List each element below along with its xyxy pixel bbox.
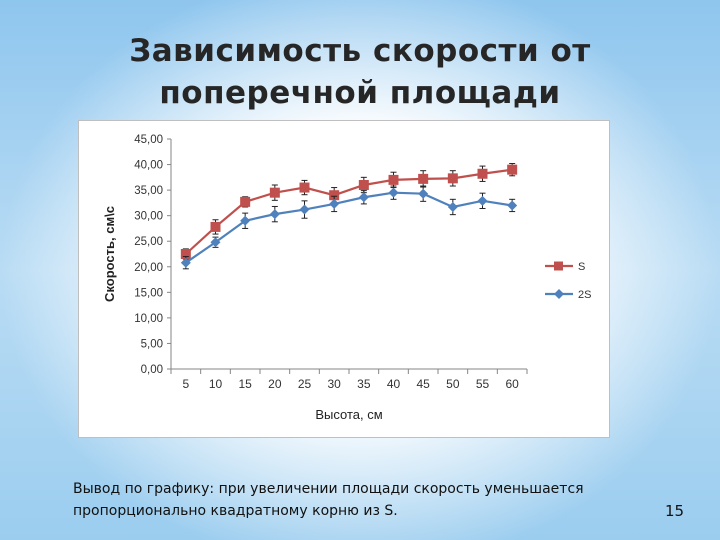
legend-item: S — [545, 261, 585, 273]
data-point — [269, 187, 280, 198]
speed-vs-height-chart: 0,00 5,00 10,00 15,00 20,00 25,00 30,00 35,00 40… — [102, 134, 591, 422]
x-tick-label: 10 — [209, 377, 223, 391]
slide-title: Зависимость скорости от поперечной площа… — [90, 30, 630, 114]
data-point — [358, 180, 369, 190]
data-point — [507, 200, 518, 211]
y-tick-label: 20,00 — [134, 262, 163, 274]
data-point — [388, 187, 399, 198]
legend: S 2S — [545, 261, 591, 301]
x-tick-label: 40 — [387, 377, 401, 391]
y-tick-label: 35,00 — [134, 185, 163, 197]
x-axis-label: Высота, см — [315, 407, 382, 422]
series-group — [180, 163, 518, 270]
conclusion-text: Вывод по графику: при увеличении площади… — [73, 478, 653, 522]
x-tick-label: 5 — [182, 377, 189, 391]
slide-title-line-1: Зависимость скорости от — [129, 33, 591, 69]
series-1 — [180, 163, 518, 260]
slide-title-line-2: поперечной площади — [159, 75, 561, 111]
data-point — [240, 215, 251, 226]
data-point — [447, 201, 458, 212]
data-point — [329, 198, 340, 209]
data-point — [418, 173, 429, 184]
data-point — [210, 237, 221, 248]
y-tick-label: 10,00 — [134, 313, 163, 325]
x-tick-label: 35 — [357, 377, 371, 391]
x-tick-label: 30 — [327, 377, 341, 391]
data-point — [240, 196, 251, 207]
y-tick-label: 0,00 — [141, 364, 163, 376]
conclusion-line-2: пропорционально квадратному корню из S. — [73, 503, 398, 519]
data-point — [269, 209, 280, 220]
data-point — [329, 190, 340, 201]
series-line — [185, 168, 513, 255]
x-tick-label: 60 — [505, 377, 519, 391]
x-tick-labels: 5 10 15 20 25 30 35 40 45 50 55 60 — [170, 369, 528, 391]
data-point — [447, 173, 458, 184]
y-tick-label: 40,00 — [134, 160, 163, 172]
x-tick-label: 25 — [298, 377, 312, 391]
page-number: 15 — [665, 502, 685, 520]
legend-label: 2S — [578, 289, 591, 301]
x-tick-label: 20 — [268, 377, 282, 391]
data-point — [180, 257, 191, 268]
data-point — [507, 164, 518, 175]
y-tick-label: 15,00 — [134, 287, 163, 299]
chart-frame: 0,00 5,00 10,00 15,00 20,00 25,00 30,00 35,00 40… — [78, 120, 610, 438]
data-point — [210, 221, 221, 232]
y-tick-label: 30,00 — [134, 211, 163, 223]
data-point — [477, 168, 488, 179]
data-point — [358, 192, 369, 203]
data-point — [299, 182, 310, 193]
legend-item: 2S — [545, 289, 591, 301]
data-point — [477, 195, 488, 206]
x-tick-label: 50 — [446, 377, 460, 391]
y-axis-label: Скорость, см\с — [102, 206, 117, 302]
x-tick-label: 45 — [416, 377, 430, 391]
y-tick-labels: 0,00 5,00 10,00 15,00 20,00 25,00 30,00 35,00 40… — [134, 134, 171, 376]
series-2 — [180, 185, 518, 270]
data-point — [418, 188, 429, 199]
y-tick-label: 45,00 — [134, 134, 163, 146]
data-point — [388, 174, 399, 185]
legend-label: S — [578, 261, 585, 273]
x-tick-label: 55 — [476, 377, 490, 391]
legend-marker — [554, 261, 563, 271]
series-line — [185, 191, 513, 264]
legend-marker — [554, 289, 564, 299]
conclusion-line-1: Вывод по графику: при увеличении площади… — [73, 481, 584, 497]
data-point — [299, 204, 310, 215]
data-point — [180, 249, 191, 259]
x-tick-label: 15 — [238, 377, 252, 391]
y-tick-label: 5,00 — [141, 338, 163, 350]
y-tick-label: 25,00 — [134, 236, 163, 248]
